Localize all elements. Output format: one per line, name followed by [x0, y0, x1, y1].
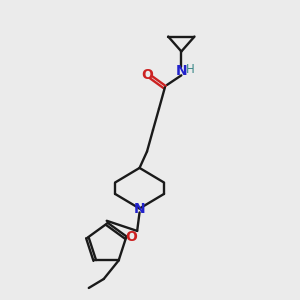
Text: N: N — [176, 64, 187, 78]
Text: H: H — [186, 63, 195, 76]
Text: O: O — [141, 68, 153, 82]
Text: O: O — [125, 230, 137, 244]
Text: N: N — [134, 202, 146, 215]
